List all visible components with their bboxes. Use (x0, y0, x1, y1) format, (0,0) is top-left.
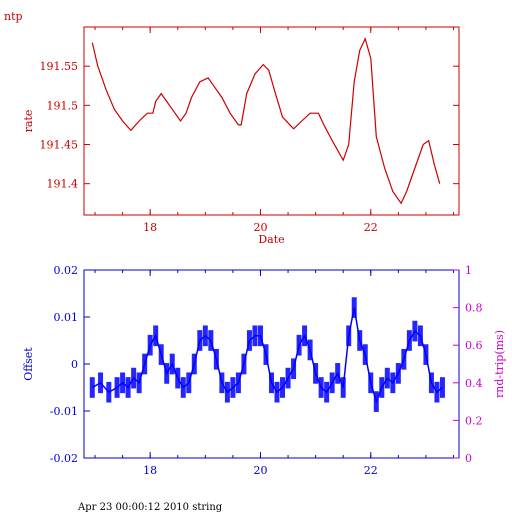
y-tick-label: 0.01 (54, 311, 79, 324)
y-right-tick-label: 0.6 (465, 339, 483, 352)
y-axis-label: rate (22, 110, 35, 133)
corner-label: ntp (4, 10, 23, 23)
x-tick-label: 18 (143, 221, 157, 234)
y-axis-label: Offset (22, 347, 35, 381)
x-tick-label: 20 (253, 464, 267, 477)
y-tick-label: 191.4 (47, 178, 79, 191)
y-right-tick-label: 0.4 (465, 377, 483, 390)
x-tick-label: 18 (143, 464, 157, 477)
data-line (91, 36, 441, 205)
x-tick-label: 20 (253, 221, 267, 234)
y-tick-label: -0.02 (50, 452, 78, 465)
y-right-axis-label: rnd-trip(ms) (493, 330, 506, 398)
y-tick-label: 191.55 (40, 60, 79, 73)
x-axis-label: Date (258, 233, 284, 246)
y-tick-label: 191.5 (47, 99, 79, 112)
x-tick-label: 22 (364, 221, 378, 234)
y-tick-label: 191.45 (40, 139, 79, 152)
y-right-tick-label: 1 (465, 264, 472, 277)
y-tick-label: 0 (71, 358, 78, 371)
y-right-tick-label: 0 (465, 452, 472, 465)
y-right-tick-label: 0.2 (465, 414, 483, 427)
plot-frame (83, 26, 460, 216)
y-tick-label: 0.02 (54, 264, 79, 277)
offset-chart: 18 20 22 -0.02 -0.01 0 0.01 0.02 0 0.2 0.4 0.6 0.8 1 r… (22, 264, 506, 477)
footer-timestamp: Apr 23 00:00:12 2010 string (77, 502, 223, 512)
rate-chart: 18 20 22 191.4 191.45 191.5 191.55 Date rate (22, 26, 460, 246)
y-tick-label: -0.01 (50, 405, 78, 418)
y-right-tick-label: 0.8 (465, 302, 483, 315)
x-tick-label: 22 (364, 464, 378, 477)
